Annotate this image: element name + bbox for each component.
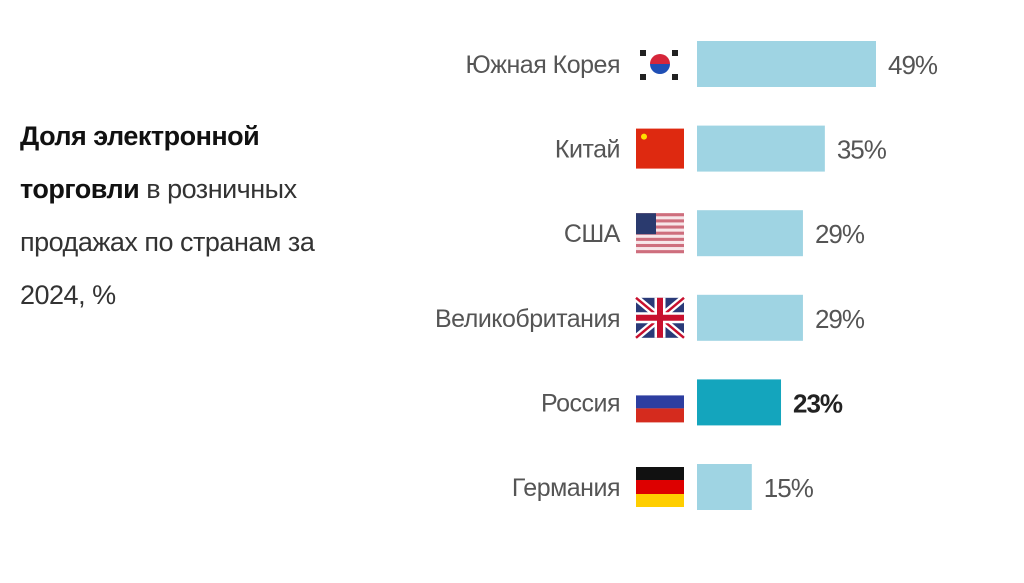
bar-row: Германия 15% xyxy=(512,464,815,510)
stripe xyxy=(636,213,684,217)
stripe xyxy=(636,219,684,223)
bar xyxy=(697,379,782,426)
trigram xyxy=(672,50,678,56)
value-label: 29% xyxy=(815,219,865,249)
category-label: Южная Корея xyxy=(466,51,621,79)
value-label: 23% xyxy=(793,388,843,418)
chart-title: Доля электронной торговли в розничных пр… xyxy=(20,110,380,322)
trigram xyxy=(672,74,678,80)
stripe xyxy=(636,231,684,235)
uk-flag-icon xyxy=(633,295,687,341)
bar xyxy=(697,41,876,87)
stripe-gold xyxy=(636,494,684,507)
stripe xyxy=(636,225,684,229)
bar xyxy=(697,294,803,341)
category-label: Китай xyxy=(555,136,620,164)
bar xyxy=(697,125,825,172)
stripe-red xyxy=(636,480,684,494)
chart-title-bold: Доля электронной торговли xyxy=(20,121,260,204)
bar xyxy=(697,464,752,510)
usa-flag-icon xyxy=(636,213,684,254)
star xyxy=(641,133,647,140)
value-label: 35% xyxy=(837,135,887,165)
china-flag-icon xyxy=(636,128,684,169)
value-label: 15% xyxy=(764,473,814,503)
trigram xyxy=(640,74,646,80)
taeguk-blue xyxy=(650,64,670,74)
cross-red xyxy=(636,297,684,338)
stripe xyxy=(636,250,684,254)
stripe-red xyxy=(636,408,684,423)
category-label: Великобритания xyxy=(435,305,620,333)
stripe xyxy=(636,243,684,248)
chart-title-rest: в розничных продажах по странам за 2024,… xyxy=(20,174,315,310)
bar-row: Китай 35% xyxy=(555,125,888,172)
category-label: Германия xyxy=(512,474,620,502)
bar-row: Россия 23% xyxy=(541,379,844,426)
stripe xyxy=(636,237,684,241)
value-label: 29% xyxy=(815,304,865,334)
stripe-black xyxy=(636,467,684,480)
trigram xyxy=(640,50,646,56)
germany-flag-icon xyxy=(636,467,684,507)
value-label: 49% xyxy=(888,50,938,80)
bar-row: Великобритания 29% xyxy=(435,294,866,341)
russia-flag-icon xyxy=(636,382,684,423)
canton xyxy=(636,213,656,235)
south-korea-flag-icon xyxy=(636,44,684,84)
bar xyxy=(697,210,803,257)
stripe-blue xyxy=(636,395,684,409)
taeguk-red xyxy=(650,54,670,64)
category-label: Россия xyxy=(541,389,620,417)
bar-row: США 29% xyxy=(564,210,866,257)
stripe-white xyxy=(636,382,684,396)
category-label: США xyxy=(564,220,621,248)
bar-row: Южная Корея 49% xyxy=(466,41,939,87)
